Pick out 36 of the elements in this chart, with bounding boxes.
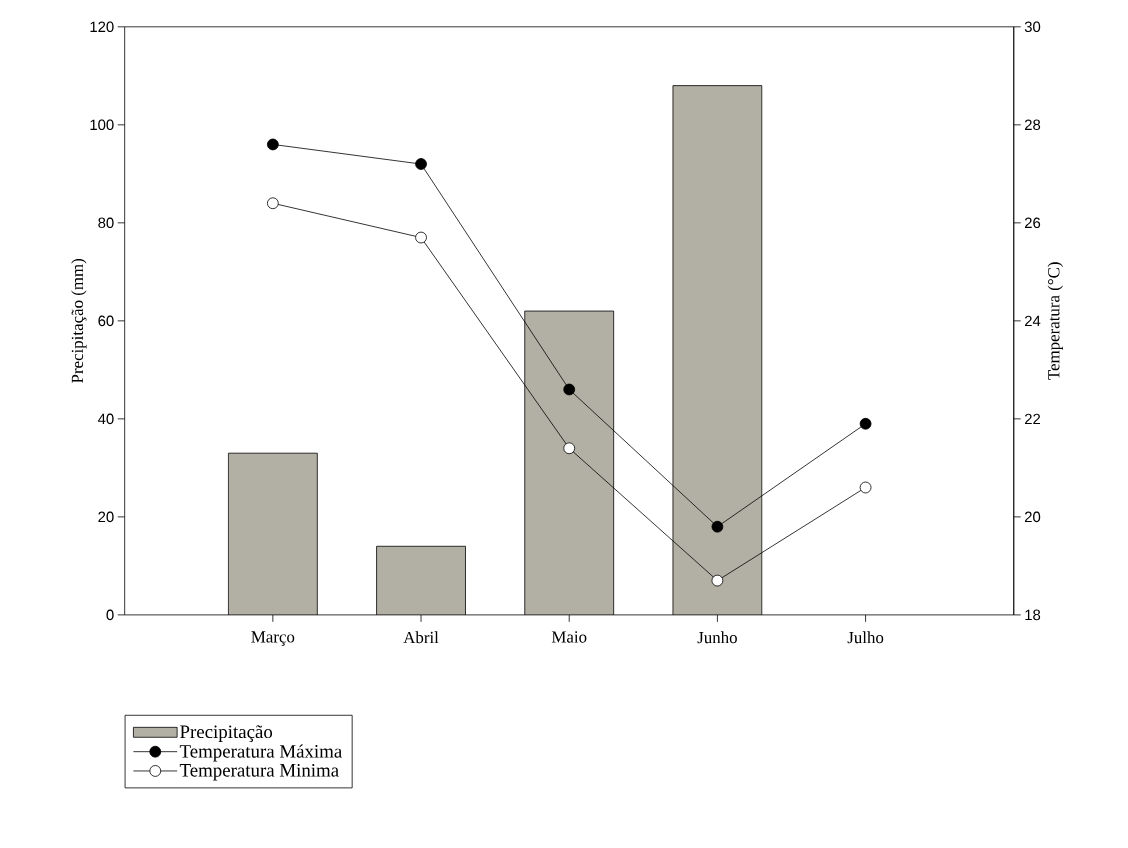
point — [563, 442, 576, 454]
y2-tick-label: 30 — [1024, 21, 1041, 32]
x-tick-label: Junho — [697, 631, 737, 644]
y2-tick-label: 20 — [1024, 511, 1041, 522]
point — [859, 417, 872, 430]
y-tick-label: 40 — [97, 413, 114, 424]
point — [267, 138, 279, 151]
y-tick-label: 60 — [98, 315, 114, 326]
legend-label: Temperatura Máxima — [179, 744, 342, 762]
legend-label: Precipitação — [180, 725, 273, 742]
y2-tick-label: 26 — [1024, 217, 1041, 228]
y2-axis-title: Temperatura (°C) — [1047, 262, 1063, 380]
point — [711, 520, 724, 533]
point — [415, 158, 427, 170]
point — [711, 574, 724, 587]
y-axis-title: Precipitação (mm) — [71, 258, 87, 383]
y-tick-label: 120 — [90, 21, 114, 32]
y2-tick-label: 22 — [1024, 413, 1041, 424]
y-tick-label: 100 — [90, 119, 114, 130]
y2-tick-label: 24 — [1024, 315, 1041, 326]
y2-tick-label: 28 — [1024, 119, 1041, 130]
x-tick-label: Julho — [847, 631, 884, 644]
y2-tick-label: 18 — [1025, 609, 1041, 620]
y-tick-label: 20 — [98, 511, 114, 522]
point — [563, 383, 576, 396]
x-tick-label: Maio — [551, 631, 587, 643]
x-tick-label: Março — [251, 631, 295, 646]
point — [415, 231, 427, 244]
bar — [376, 545, 466, 615]
x-tick-label: Abril — [403, 631, 439, 644]
bar — [524, 310, 615, 615]
y-tick-label: 0 — [106, 609, 114, 620]
bar — [672, 85, 763, 615]
legend-label: Temperatura Minima — [179, 763, 339, 781]
bar — [228, 452, 318, 615]
y-tick-label: 80 — [98, 217, 114, 228]
